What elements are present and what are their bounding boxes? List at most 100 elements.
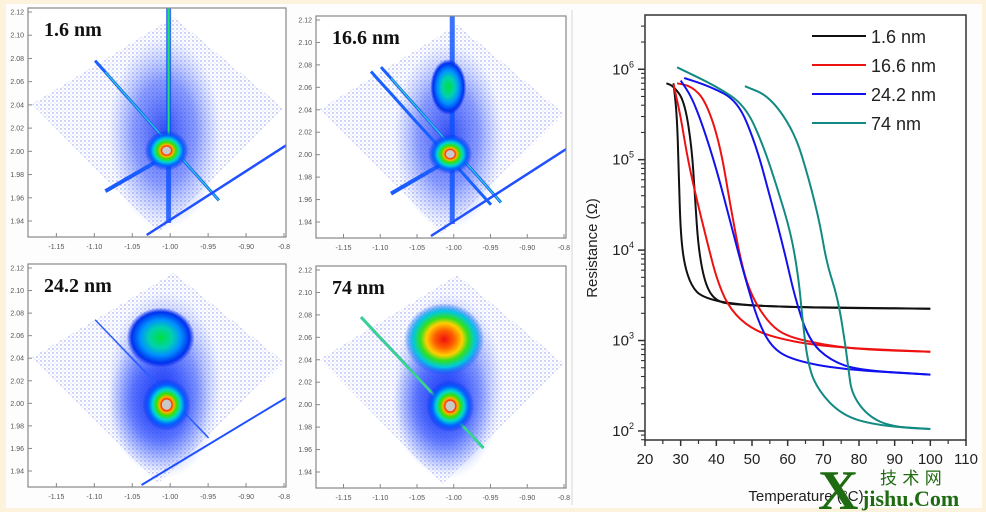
plot-frame (644, 14, 967, 441)
y-axis-label: Resistance (Ω) (584, 198, 601, 298)
legend-label: 16.6 nm (871, 56, 936, 76)
x-tick-label: -1.15 (48, 494, 64, 501)
y-tick-label: 1.98 (10, 172, 24, 179)
x-tick-label: -1.00 (446, 245, 462, 252)
y-tick-label: 2.04 (10, 102, 24, 109)
y-tick-label: 2.06 (298, 335, 312, 342)
series-line-1-6-nm-cooling (666, 82, 931, 310)
y-tick-label: 102 (612, 421, 634, 440)
x-tick-label: -1.10 (372, 245, 388, 252)
y-tick-label: 1.96 (10, 195, 24, 202)
x-tick-label: 100 (918, 451, 943, 468)
y-tick-label: 106 (612, 59, 634, 78)
rsm-panel-4: 2.12 2.10 2.08 2.06 2.04 2.02 2.00 1.98 1.96 1.94… (298, 265, 570, 502)
x-tick-label: -1.15 (336, 495, 352, 502)
x-tick-label: -1.05 (124, 494, 140, 501)
upper-lobe (430, 59, 467, 116)
y-tick-label: 2.10 (298, 40, 312, 47)
x-tick-label: -1.05 (124, 244, 140, 251)
film-peak (126, 307, 195, 368)
y-tick-label: 2.12 (10, 266, 24, 273)
y-tick-label: 2.08 (10, 311, 24, 318)
x-tick-label: -1.10 (86, 494, 102, 501)
legend-label: 1.6 nm (871, 27, 926, 47)
x-tick-label: -1.00 (446, 495, 462, 502)
panel-label: 1.6 nm (44, 19, 102, 41)
edge-streak (430, 148, 566, 238)
legend-label: 74 nm (871, 114, 921, 134)
substrate-peak (428, 134, 473, 175)
x-tick-label: 40 (708, 451, 725, 468)
y-tick-label: 2.06 (298, 85, 312, 92)
x-tick-label: 70 (815, 451, 832, 468)
substrate-peak (144, 130, 189, 171)
x-tick-label: 90 (886, 451, 903, 468)
y-tick-label: 2.00 (298, 402, 312, 409)
edge-streak (141, 396, 286, 486)
y-tick-label: 2.10 (10, 288, 24, 295)
series-line-24-2-nm-cooling (683, 77, 931, 376)
x-tick-label: -0.95 (483, 495, 499, 502)
y-tick-label: 2.10 (298, 290, 312, 297)
diagonal-streak (94, 319, 210, 439)
x-tick-label: -0.8 (558, 495, 570, 502)
y-tick-label: 2.04 (298, 357, 312, 364)
y-tick-label: 1.96 (298, 447, 312, 454)
y-tick-label: 2.04 (10, 356, 24, 363)
y-tick-label: 2.02 (298, 130, 312, 137)
plot-frame (315, 15, 567, 239)
panel-label: 74 nm (332, 277, 385, 299)
y-tick-label: 2.12 (298, 18, 312, 25)
y-tick-label: 1.94 (298, 220, 312, 227)
x-tick-label: 20 (637, 451, 654, 468)
panel-label: 16.6 nm (332, 27, 400, 49)
y-tick-label: 2.04 (298, 107, 312, 114)
watermark-text: jishu.Com (861, 486, 959, 511)
x-tick-label: -0.95 (200, 244, 216, 251)
x-axis-label: Temperature (°C) (748, 488, 863, 505)
x-tick-label: -0.95 (483, 245, 499, 252)
y-tick-label: 2.02 (298, 380, 312, 387)
x-tick-label: -1.05 (409, 495, 425, 502)
y-tick-label: 2.12 (10, 10, 24, 17)
substrate-peak (426, 380, 475, 433)
series-line-24-2-nm-heating (679, 80, 931, 376)
diagonal-streak-2 (369, 70, 493, 206)
y-tick-label: 2.12 (298, 268, 312, 275)
x-tick-label: -1.05 (409, 245, 425, 252)
legend-label: 24.2 nm (871, 85, 936, 105)
y-tick-label: 2.10 (10, 33, 24, 40)
x-tick-label: -0.8 (278, 494, 290, 501)
panel-label: 24.2 nm (44, 275, 112, 297)
series-line-74-nm-heating (676, 66, 931, 430)
y-tick-label: 1.98 (298, 175, 312, 182)
y-tick-label: 2.02 (10, 378, 24, 385)
legend: 1.6 nm 16.6 nm 24.2 nm 74 nm (812, 27, 936, 134)
plot-frame (27, 263, 287, 488)
series-line-16-6-nm-cooling (676, 82, 931, 353)
watermark-chinese: 技 术 网 (880, 469, 942, 489)
y-tick-label: 1.94 (10, 469, 24, 476)
y-tick-label: 2.00 (10, 149, 24, 156)
y-tick-label: 2.06 (10, 333, 24, 340)
y-tick-label: 2.08 (298, 312, 312, 319)
x-tick-label: -1.15 (336, 245, 352, 252)
y-tick-label: 1.98 (10, 423, 24, 430)
x-tick-label: -1.00 (162, 244, 178, 251)
x-tick-label: 50 (744, 451, 761, 468)
y-tick-label: 1.96 (10, 446, 24, 453)
x-tick-label: -1.10 (372, 495, 388, 502)
x-tick-label: 80 (851, 451, 868, 468)
rsm-panel-1: 2.12 2.10 2.08 2.06 2.04 2.02 2.00 1.98 1.96 1.94… (10, 7, 290, 251)
rsm-panel-2: 2.12 2.10 2.08 2.06 2.04 2.02 2.00 1.98 1.96 1.94… (298, 15, 570, 252)
plot-frame (315, 265, 567, 489)
watermark-x: X (818, 460, 858, 512)
y-tick-label: 104 (612, 240, 634, 259)
x-tick-label: 30 (672, 451, 689, 468)
plot-frame (27, 7, 287, 238)
rsm-panel-3: 2.12 2.10 2.08 2.06 2.04 2.02 2.00 1.98 1.96 1.94… (10, 263, 290, 501)
y-tick-label: 2.08 (10, 56, 24, 63)
x-tick-label: -0.8 (278, 244, 290, 251)
